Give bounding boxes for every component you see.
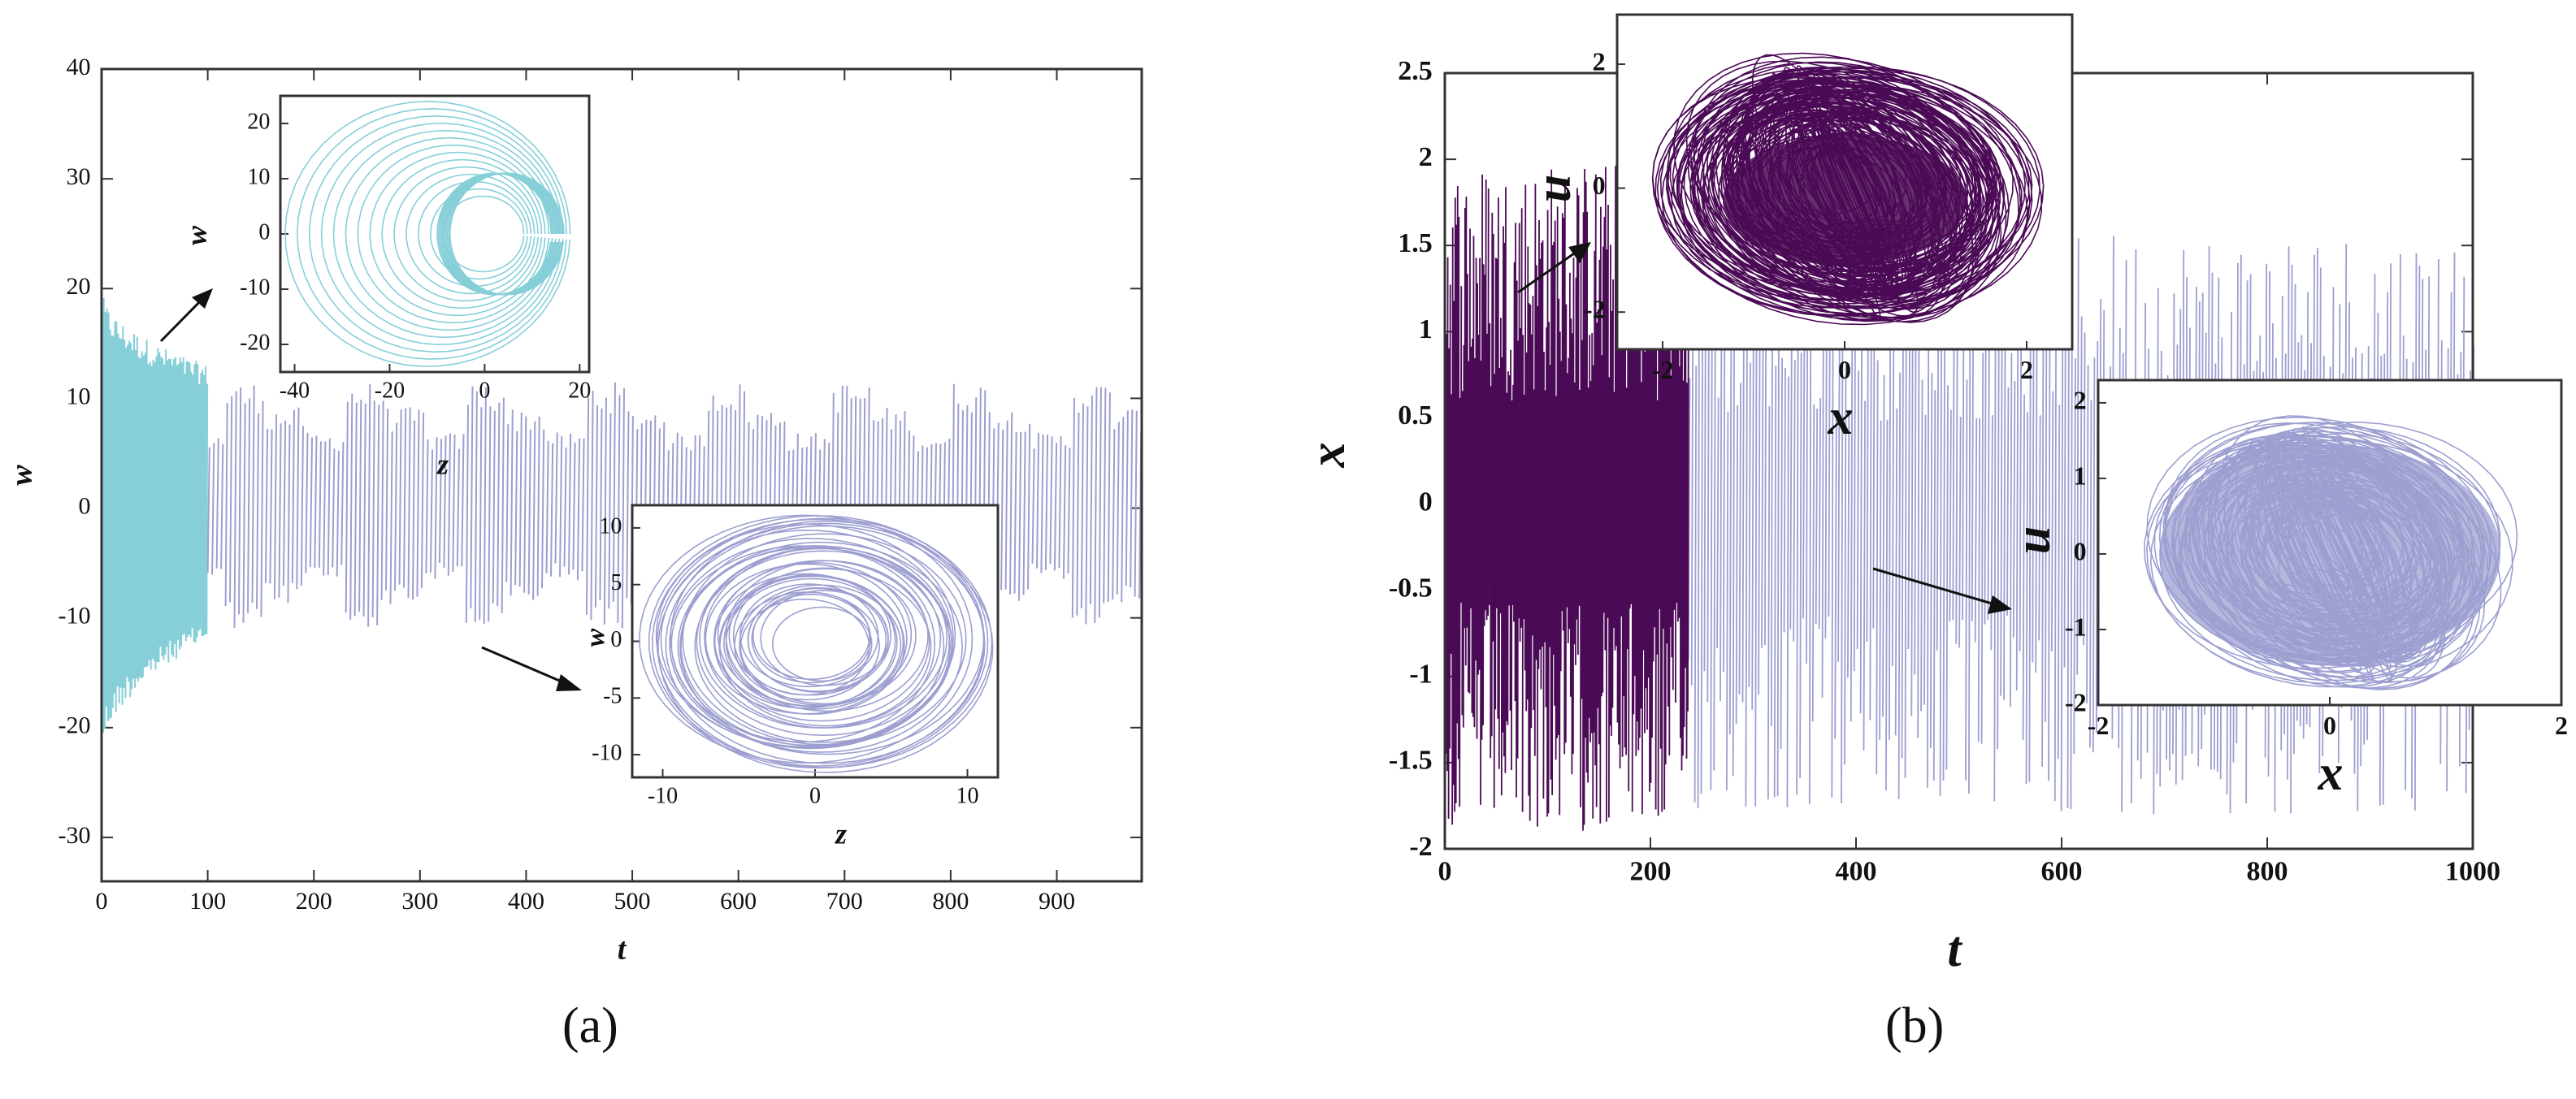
inset-b1-ytick-label: -2 [1584, 295, 1606, 324]
inset-a2-ytick-label: -10 [592, 741, 622, 766]
inset-a2-ytick-label: 5 [610, 570, 622, 595]
inset-b2-ytick-label: -2 [2065, 687, 2087, 716]
a-ytick-label: 0 [79, 492, 91, 519]
b-xlabel: t [1947, 922, 1962, 977]
inset-b1-ylabel: u [1526, 175, 1581, 202]
b-ytick-label: -0.5 [1389, 573, 1433, 603]
inset-b2-frame [2097, 379, 2563, 707]
b-xtick-label: 600 [2041, 856, 2083, 886]
inset-a2-ytick-label: 10 [599, 513, 622, 539]
a-ytick-label: 10 [67, 383, 91, 409]
panel-b: 0 200 400 600 800 10002.521.510.50-0.5-1-1.5-… [1300, 13, 2568, 977]
inset-a2-trajectory [639, 514, 994, 773]
inset-a1-xtick-label: 20 [568, 379, 591, 404]
inset-b1-ytick-label: 2 [1593, 46, 1606, 76]
a-xtick-label: 600 [720, 888, 757, 915]
a-ylabel: w [5, 465, 39, 486]
inset-b2-dense-core [2159, 443, 2500, 664]
inset-b2-ytick-label: -1 [2065, 612, 2087, 641]
arrow-a1-head [192, 288, 213, 309]
arrow-b2-head [1988, 595, 2012, 614]
a-xtick-label: 100 [189, 888, 226, 915]
b-xtick-label: 200 [1630, 856, 1672, 886]
arrow-b1-shaft [1517, 250, 1577, 294]
arrow-b1-head [1568, 242, 1591, 263]
a-ytick-label: -20 [59, 712, 91, 739]
b-xtick-label: 800 [2247, 856, 2288, 886]
a-xtick-label: 200 [296, 888, 332, 915]
inset-b2-xtick-label: 2 [2555, 711, 2568, 740]
b-ytick-label: 0 [1419, 487, 1433, 517]
a-xtick-label: 800 [932, 888, 969, 915]
inset-b2-xtick-label: 0 [2323, 711, 2336, 740]
arrow-b2-shaft [1872, 567, 1998, 607]
plot-a-frame [100, 67, 1143, 883]
a-ytick-label: -30 [59, 822, 91, 849]
b-ytick-label: 2 [1419, 142, 1433, 172]
b-ytick-label: 1.5 [1398, 228, 1433, 258]
inset-b2-xlabel: x [2318, 746, 2344, 801]
inset-a2-xtick-label: 10 [956, 784, 979, 809]
inset-b1-frame [1615, 13, 2074, 351]
b-ytick-label: -1 [1409, 660, 1432, 690]
inset-b1-ytick-label: 0 [1593, 171, 1606, 200]
inset-a1-ytick-label: -20 [240, 330, 270, 355]
inset-b2-ytick-label: 1 [2074, 461, 2087, 490]
inset-a2-ylabel: w [580, 628, 610, 647]
inset-b1-dense-core [1723, 135, 1967, 266]
a-ytick-label: 20 [67, 273, 91, 300]
a-xtick-label: 500 [614, 888, 651, 915]
inset-b2-xtick-label: -2 [2088, 711, 2110, 740]
b-xtick-label: 0 [1438, 856, 1452, 886]
b-ytick-label: -1.5 [1389, 746, 1433, 776]
b-ytick-label: 1 [1419, 314, 1433, 344]
inset-b1-xlabel: x [1828, 390, 1854, 445]
inset-a1-background [280, 96, 589, 372]
b-ytick-label: 2.5 [1398, 56, 1433, 86]
arrow-a2-head [556, 674, 582, 691]
inset-a1-ylabel: w [180, 225, 212, 245]
b-ytick-label: -2 [1409, 832, 1432, 862]
inset-a1-ytick-label: -10 [240, 275, 270, 300]
a-ytick-label: -10 [59, 603, 91, 630]
inset-a1-xtick-label: 0 [479, 379, 490, 404]
a-xtick-label: 400 [508, 888, 544, 915]
panel-a: 0 100 200 300 400 500 600 700 800 900403020100-10… [5, 54, 1143, 967]
a-xtick-label: 700 [826, 888, 863, 915]
inset-a2-ytick-label: 0 [610, 627, 622, 652]
inset-a2-xtick-label: -10 [648, 784, 678, 809]
b-xtick-label: 1000 [2445, 856, 2500, 886]
inset-a2-xlabel: z [834, 817, 847, 850]
inset-b2-ylabel: u [2006, 526, 2061, 554]
panel-label-a: (a) [562, 998, 618, 1054]
inset-a2-ytick-label: -5 [603, 684, 622, 709]
a-ytick-label: 40 [67, 54, 91, 80]
b-ylabel: x [1300, 443, 1355, 469]
a-xtick-label: 300 [401, 888, 438, 915]
inset-b2-ytick-label: 2 [2074, 385, 2087, 414]
a-xtick-label: 0 [96, 888, 108, 915]
inset-a1-ytick-label: 20 [247, 109, 270, 134]
a-ytick-label: 30 [67, 163, 91, 190]
panel-label-b: (b) [1885, 998, 1945, 1054]
inset-a1-ytick-label: 10 [247, 164, 270, 189]
arrow-a2-shaft [481, 646, 570, 686]
b-ytick-label: 0.5 [1398, 400, 1433, 431]
inset-a1-xtick-label: -20 [375, 379, 405, 404]
inset-a2-xtick-label: 0 [809, 784, 821, 809]
inset-a2-frame [631, 504, 1000, 779]
inset-a1-xlabel: z [436, 448, 449, 480]
a-xtick-label: 900 [1039, 888, 1075, 915]
inset-a1-trajectory [284, 100, 571, 367]
a-xlabel: t [618, 932, 627, 967]
inset-b1-xtick-label: 2 [2020, 355, 2033, 384]
inset-b1-xtick-label: -2 [1652, 355, 1674, 384]
inset-b2-ytick-label: 0 [2074, 536, 2087, 565]
inset-b1-xtick-label: 0 [1838, 355, 1851, 384]
b-xtick-label: 400 [1836, 856, 1877, 886]
inset-a1-ytick-label: 0 [258, 219, 270, 244]
inset-a1-xtick-label: -40 [280, 379, 310, 404]
inset-a1-frame [279, 94, 591, 374]
